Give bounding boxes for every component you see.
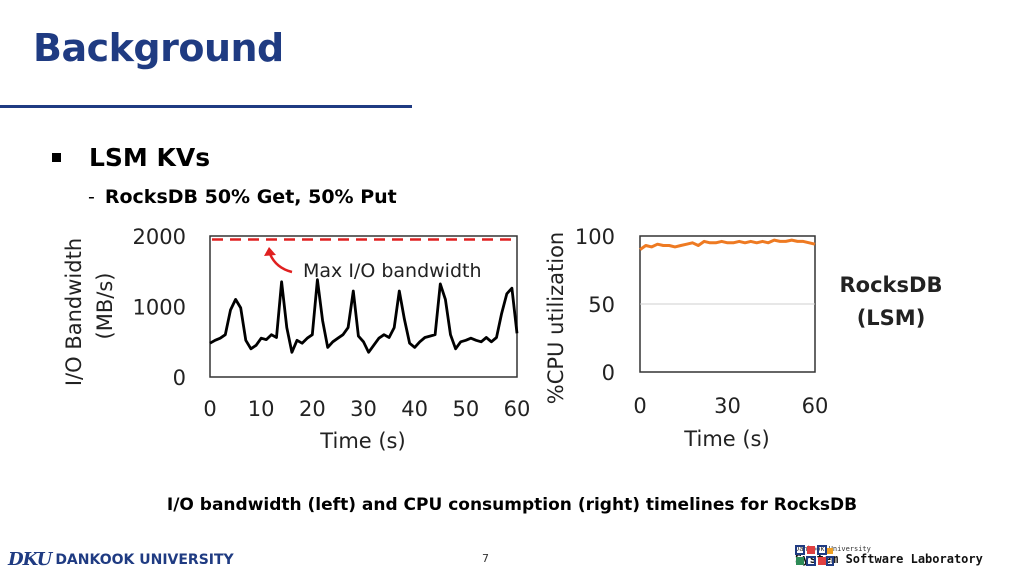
x-axis-label: Time (s)	[683, 427, 769, 451]
y-tick-label: 100	[575, 225, 615, 249]
lab-logo: Dankook University System Software Labor…	[795, 544, 983, 566]
io-bandwidth-series-line	[209, 278, 519, 354]
annotation-text: Max I/O bandwidth	[303, 260, 482, 282]
x-tick-label: 30	[350, 397, 377, 421]
sub-bullet-text: RocksDB 50% Get, 50% Put	[104, 186, 397, 208]
plot-frame	[209, 235, 518, 378]
sub-bullet-dash: -	[88, 186, 95, 208]
figure-caption: I/O bandwidth (left) and CPU consumption…	[166, 495, 858, 515]
y-axis-label: %CPU utilization	[544, 232, 568, 405]
x-tick-label: 20	[299, 397, 326, 421]
side-label-line2: (LSM)	[857, 306, 926, 330]
x-tick-label: 0	[203, 397, 216, 421]
x-axis-label: Time (s)	[319, 429, 405, 453]
y-tick-label: 2000	[133, 225, 186, 249]
x-tick-label: 10	[248, 397, 275, 421]
x-tick-label: 30	[714, 394, 741, 418]
university-name: DANKOOK UNIVERSITY	[55, 551, 234, 568]
x-tick-label: 60	[504, 397, 531, 421]
lab-logo-icon	[795, 544, 834, 566]
x-tick-label: 0	[633, 394, 646, 418]
rocksdb-lsm-label: RocksDB (LSM)	[840, 273, 943, 330]
square-bullet-icon	[52, 153, 61, 162]
lab-name: System Software Laboratory	[795, 552, 983, 566]
x-tick-label: 50	[452, 397, 479, 421]
y-tick-label: 1000	[133, 296, 186, 320]
slide-title: Background	[33, 26, 284, 70]
title-underline	[0, 105, 412, 108]
bullet-item: LSM KVs	[52, 143, 210, 172]
y-axis-label-line2: (MB/s)	[93, 273, 117, 340]
annotation-arrow	[268, 253, 293, 274]
university-logo: DKU DANKOOK UNIVERSITY	[8, 549, 234, 570]
y-tick-label: 0	[602, 361, 615, 385]
bullet-text: LSM KVs	[89, 143, 211, 172]
sub-bullet: - RocksDB 50% Get, 50% Put	[88, 186, 397, 208]
y-tick-label: 50	[588, 293, 615, 317]
cpu-utilization-chart: 0 50 100 0 30 60 Time (s) %CPU utilization	[544, 225, 829, 451]
x-tick-label: 40	[401, 397, 428, 421]
page-number: 7	[482, 552, 489, 565]
annotation-arrowhead	[264, 247, 276, 256]
dku-mark: DKU	[8, 549, 52, 570]
side-label-line1: RocksDB	[840, 273, 943, 297]
io-bandwidth-chart: Max I/O bandwidth 0 1000 2000 0 10 20 30 40 50 60 T…	[62, 225, 531, 453]
x-tick-label: 60	[802, 394, 829, 418]
cpu-utilization-series-line	[639, 238, 816, 251]
y-tick-label: 0	[173, 366, 186, 390]
y-axis-label-line1: I/O Bandwidth	[62, 238, 86, 386]
